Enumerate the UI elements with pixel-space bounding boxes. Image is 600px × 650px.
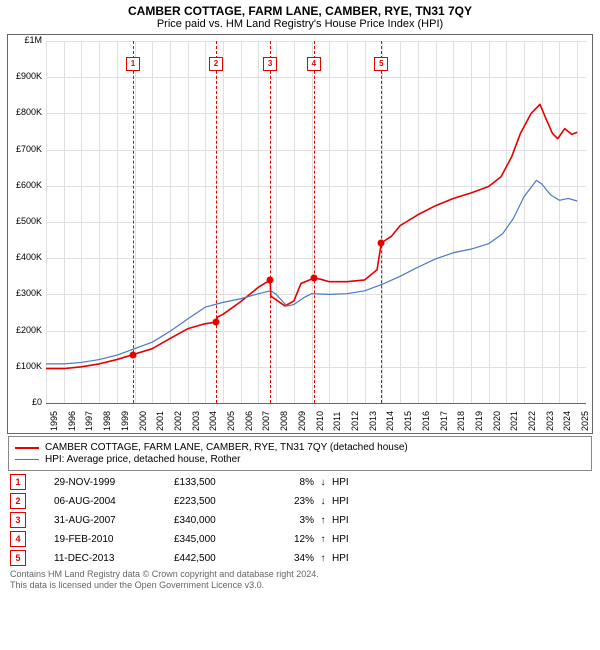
sale-dot (212, 319, 219, 326)
footer-line-2: This data is licensed under the Open Gov… (10, 580, 590, 591)
legend-label: HPI: Average price, detached house, Roth… (45, 454, 241, 465)
legend-label: CAMBER COTTAGE, FARM LANE, CAMBER, RYE, … (45, 442, 408, 453)
series-line (46, 180, 577, 364)
chart-svg (8, 35, 594, 435)
sale-price: £345,000 (174, 534, 264, 545)
sale-marker-box: 3 (263, 57, 277, 71)
arrow-down-icon: ↓ (314, 496, 332, 507)
sale-price: £223,500 (174, 496, 264, 507)
sale-vline (270, 41, 271, 403)
sale-dot (129, 351, 136, 358)
legend-item: HPI: Average price, detached house, Roth… (15, 454, 585, 465)
sale-price: £133,500 (174, 477, 264, 488)
sale-pct: 34% (264, 553, 314, 564)
sale-rel: HPI (332, 515, 349, 526)
sale-marker-box: 4 (307, 57, 321, 71)
sale-pct: 23% (264, 496, 314, 507)
sale-pct: 8% (264, 477, 314, 488)
sale-row: 4 19-FEB-2010£345,00012%↑HPI (10, 531, 590, 547)
sale-number-box: 2 (10, 493, 26, 509)
sale-price: £442,500 (174, 553, 264, 564)
arrow-up-icon: ↑ (314, 553, 332, 564)
legend-item: CAMBER COTTAGE, FARM LANE, CAMBER, RYE, … (15, 442, 585, 453)
sale-row: 5 11-DEC-2013£442,50034%↑HPI (10, 550, 590, 566)
sale-number-box: 1 (10, 474, 26, 490)
sale-date: 19-FEB-2010 (54, 534, 174, 545)
footer: Contains HM Land Registry data © Crown c… (10, 569, 590, 592)
chart-title: CAMBER COTTAGE, FARM LANE, CAMBER, RYE, … (4, 4, 596, 18)
sale-date: 29-NOV-1999 (54, 477, 174, 488)
sale-pct: 3% (264, 515, 314, 526)
sale-date: 31-AUG-2007 (54, 515, 174, 526)
sale-rel: HPI (332, 496, 349, 507)
sale-dot (310, 275, 317, 282)
sale-row: 2 06-AUG-2004£223,50023%↓HPI (10, 493, 590, 509)
legend: CAMBER COTTAGE, FARM LANE, CAMBER, RYE, … (8, 436, 592, 471)
sale-rel: HPI (332, 477, 349, 488)
arrow-up-icon: ↑ (314, 534, 332, 545)
sale-number-box: 4 (10, 531, 26, 547)
sale-rel: HPI (332, 534, 349, 545)
arrow-up-icon: ↑ (314, 515, 332, 526)
chart-subtitle: Price paid vs. HM Land Registry's House … (4, 18, 596, 30)
sale-marker-box: 1 (126, 57, 140, 71)
sale-date: 11-DEC-2013 (54, 553, 174, 564)
sale-vline (133, 41, 134, 403)
sale-date: 06-AUG-2004 (54, 496, 174, 507)
series-line (46, 104, 577, 368)
sale-rel: HPI (332, 553, 349, 564)
sales-table: 129-NOV-1999£133,5008%↓HPI206-AUG-2004£2… (10, 474, 590, 566)
sale-pct: 12% (264, 534, 314, 545)
sale-vline (314, 41, 315, 403)
sale-price: £340,000 (174, 515, 264, 526)
sale-row: 1 29-NOV-1999£133,5008%↓HPI (10, 474, 590, 490)
sale-marker-box: 2 (209, 57, 223, 71)
sale-dot (267, 276, 274, 283)
sale-number-box: 5 (10, 550, 26, 566)
sale-number-box: 3 (10, 512, 26, 528)
sale-vline (216, 41, 217, 403)
footer-line-1: Contains HM Land Registry data © Crown c… (10, 569, 590, 580)
sale-vline (381, 41, 382, 403)
sale-marker-box: 5 (374, 57, 388, 71)
chart-container: CAMBER COTTAGE, FARM LANE, CAMBER, RYE, … (0, 0, 600, 650)
arrow-down-icon: ↓ (314, 477, 332, 488)
legend-swatch (15, 459, 39, 461)
sale-dot (378, 239, 385, 246)
legend-swatch (15, 447, 39, 449)
chart-area: £0£100K£200K£300K£400K£500K£600K£700K£80… (7, 34, 593, 434)
sale-row: 3 31-AUG-2007£340,0003%↑HPI (10, 512, 590, 528)
